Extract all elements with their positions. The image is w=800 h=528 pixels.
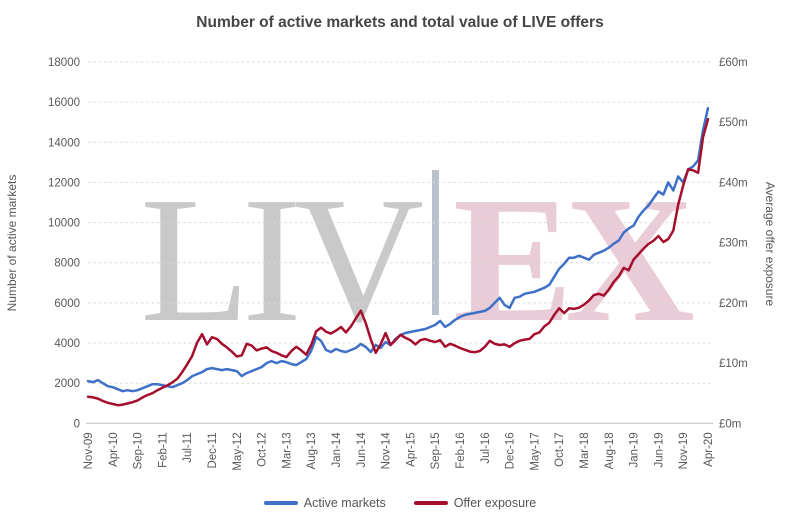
x-axis-tick: Feb-16 [455,432,467,468]
x-axis-tick: Jul-16 [480,432,492,463]
x-axis-tick: Nov-09 [83,432,95,469]
legend-label-offer-exposure: Offer exposure [453,496,537,510]
y-axis-right-tick: £10m [719,358,748,370]
x-axis-tick: Mar-18 [579,432,591,468]
watermark-liv-text: LIV [140,160,424,359]
x-axis-tick: Apr-10 [108,432,120,467]
legend-item-active-markets: Active markets [263,496,386,510]
legend-item-offer-exposure: Offer exposure [413,496,537,510]
left-axis-title: Number of active markets [5,175,19,312]
y-axis-right-tick: £20m [719,298,748,310]
y-axis-left-tick: 2000 [54,378,80,390]
x-axis-tick: Dec-11 [207,432,219,468]
series-line-active-markets [86,106,710,393]
x-axis-tick: Jan-14 [331,432,343,468]
y-axis-right-tick: £50m [719,117,748,129]
x-axis-tick: Oct-17 [554,432,566,467]
y-axis-left-tick: 8000 [54,258,80,270]
legend-label-active-markets: Active markets [303,496,386,510]
x-axis-tick: Apr-15 [405,432,417,467]
right-axis-title: Average offer exposure [763,182,777,307]
y-axis-right-tick: £30m [719,238,748,250]
x-axis-tick: Mar-13 [281,432,293,468]
x-axis-tick: Jun-14 [356,432,368,468]
chart-title: Number of active markets and total value… [196,14,604,31]
x-axis-tick: Aug-13 [306,432,318,469]
legend-swatch-active-markets [263,501,298,505]
y-axis-left-tick: 12000 [48,177,80,189]
watermark-ex-text: EX [452,160,695,359]
x-axis-tick: May-17 [529,432,541,470]
x-axis-tick: Jan-19 [629,432,641,467]
x-axis-tick: May-12 [232,432,244,470]
y-axis-left-tick: 0 [74,418,80,430]
y-axis-left-tick: 14000 [48,137,80,149]
x-axis-tick: Oct-12 [257,432,269,467]
x-axis-tick: Nov-19 [678,432,690,469]
y-axis-right-tick: £0m [719,418,741,430]
y-axis-left-tick: 4000 [54,338,80,350]
watermark-divider-bar [431,170,439,315]
x-axis-tick: Sep-15 [430,432,442,469]
livex-watermark: LIV EX [140,156,695,363]
x-axis-tick: Nov-14 [381,432,393,470]
x-axis-tick: Aug-18 [604,432,616,469]
y-axis-left-tick: 18000 [48,57,80,69]
y-axis-left-tick: 16000 [48,97,80,109]
y-axis-left-tick: 6000 [54,298,80,310]
y-axis-right-tick: £60m [719,57,748,69]
x-axis-tick: Jun-19 [653,432,665,467]
legend: Active markets Offer exposure [0,496,800,510]
series-line-offer-exposure [86,117,710,407]
y-axis-right-tick: £40m [719,177,748,189]
x-axis-tick: Feb-11 [157,432,169,468]
x-axis-tick: Jul-11 [182,432,194,462]
x-axis-tick: Dec-16 [505,432,517,469]
legend-swatch-offer-exposure [413,501,448,505]
y-axis-left-tick: 10000 [48,218,80,230]
x-axis-tick: Sep-10 [133,432,145,469]
x-axis-tick: Apr-20 [703,432,715,467]
